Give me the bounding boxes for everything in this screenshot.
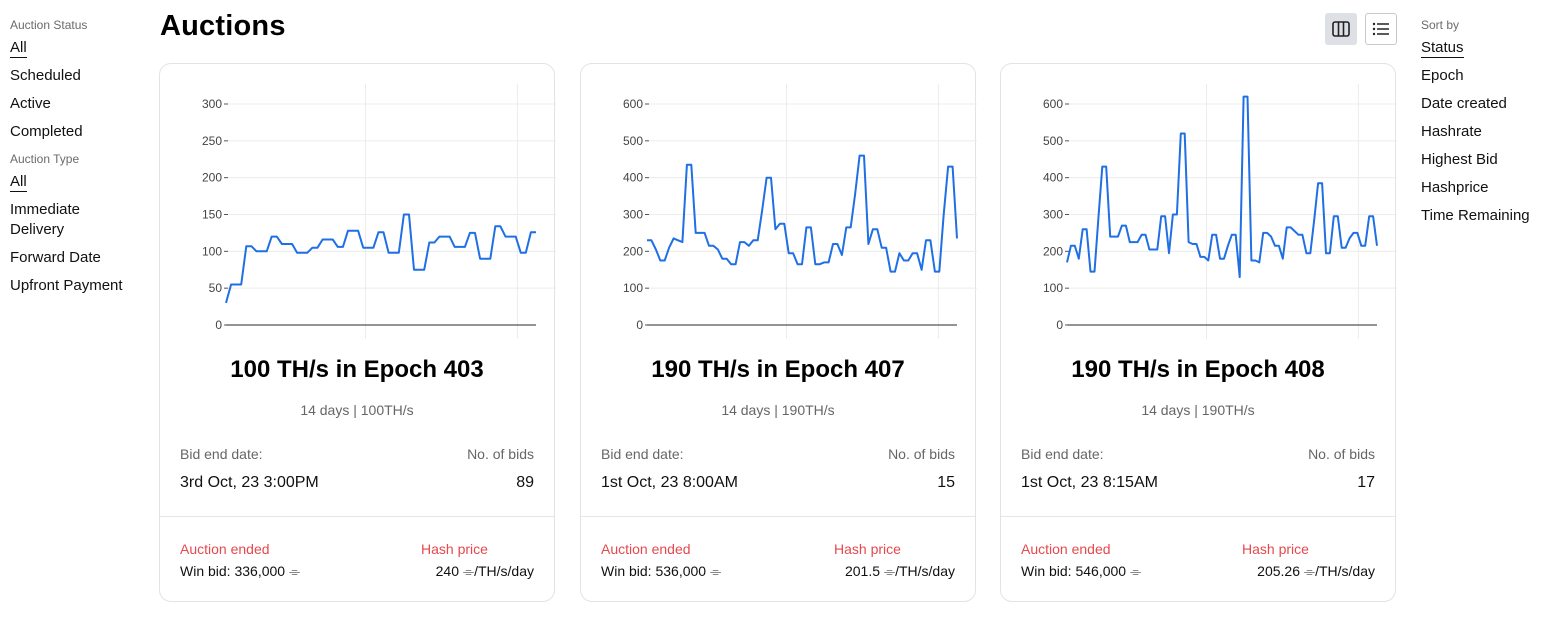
sort-highest-bid[interactable]: Highest Bid <box>1421 151 1498 168</box>
chart-y-tick: 500 <box>1043 134 1063 148</box>
chart-y-tick: 400 <box>1043 171 1063 185</box>
auction-card[interactable]: 0 100 200 300 400 500 600 190 TH/s in Epoch 40… <box>580 63 977 602</box>
card-divider <box>160 516 554 517</box>
auction-subtitle: 14 days | 100TH/s <box>300 402 414 418</box>
chart-y-tick: 300 <box>1043 208 1063 222</box>
chart-y-tick: 150 <box>202 208 222 222</box>
sort-hashprice[interactable]: Hashprice <box>1421 179 1489 196</box>
num-bids-label: No. of bids <box>1308 446 1375 462</box>
chart-y-tick: 100 <box>623 281 643 295</box>
hash-price-value: 205.26 ⌯/TH/s/day <box>1257 563 1375 579</box>
chart-y-tick: 0 <box>215 318 222 332</box>
chart-y-tick: 400 <box>623 171 643 185</box>
chart-y-tick: 0 <box>1056 318 1063 332</box>
chart-series-line <box>647 154 958 273</box>
num-bids-label: No. of bids <box>467 446 534 462</box>
type-filter-immediate-delivery[interactable]: Immediate Delivery <box>10 201 81 238</box>
sort-date-created[interactable]: Date created <box>1421 95 1507 112</box>
auction-card[interactable]: 0 50 100 150 200 250 300 100 TH/s in Epoch 403… <box>159 63 556 602</box>
list-view-button[interactable] <box>1365 13 1397 45</box>
hashprice-chart: 0 100 200 300 400 500 600 <box>1043 84 1397 339</box>
chart-y-tick: 300 <box>623 208 643 222</box>
chart-series-line <box>225 213 536 304</box>
hash-price-value: 201.5 ⌯/TH/s/day <box>844 563 955 579</box>
hash-price-label: Hash price <box>834 541 901 557</box>
bid-end-label: Bid end date: <box>601 446 684 462</box>
chart-y-tick: 200 <box>623 244 643 258</box>
status-filter-all[interactable]: All <box>10 39 27 58</box>
chart-y-tick: 100 <box>1043 281 1063 295</box>
win-bid: Win bid: 536,000 ⌯ <box>601 563 722 579</box>
type-filter-upfront-payment[interactable]: Upfront Payment <box>10 277 123 294</box>
sort-panel: Sort by Status Epoch Date created Hashra… <box>1421 18 1546 234</box>
status-filter-completed[interactable]: Completed <box>10 123 83 140</box>
sort-time-remaining[interactable]: Time Remaining <box>1421 207 1530 224</box>
list-icon <box>1372 22 1389 36</box>
chart-y-tick: 50 <box>209 281 223 295</box>
auction-subtitle: 14 days | 190TH/s <box>721 402 835 418</box>
auction-status: Auction ended <box>601 541 691 557</box>
num-bids-value: 89 <box>516 474 534 491</box>
bid-end-label: Bid end date: <box>180 446 263 462</box>
bid-end-label: Bid end date: <box>1021 446 1104 462</box>
card-divider <box>581 516 975 517</box>
auction-type-title: Auction Type <box>10 152 80 166</box>
num-bids-label: No. of bids <box>888 446 955 462</box>
card-divider <box>1001 516 1395 517</box>
type-filter-forward-date[interactable]: Forward Date <box>10 249 101 266</box>
filters-sidebar: Auction Status All Scheduled Active Comp… <box>10 18 150 304</box>
hashprice-chart: 0 100 200 300 400 500 600 <box>623 84 977 339</box>
auction-title: 190 TH/s in Epoch 407 <box>651 356 905 383</box>
hash-price-value: 240 ⌯/TH/s/day <box>435 563 534 579</box>
sort-epoch[interactable]: Epoch <box>1421 67 1464 84</box>
chart-series-line <box>1066 95 1378 279</box>
status-filter-scheduled[interactable]: Scheduled <box>10 67 81 84</box>
win-bid: Win bid: 336,000 ⌯ <box>180 563 301 579</box>
hashprice-chart: 0 50 100 150 200 250 300 <box>202 84 556 339</box>
auction-status: Auction ended <box>1021 541 1111 557</box>
chart-y-tick: 200 <box>202 171 222 185</box>
win-bid: Win bid: 546,000 ⌯ <box>1021 563 1142 579</box>
chart-y-tick: 600 <box>1043 97 1063 111</box>
chart-y-tick: 300 <box>202 97 222 111</box>
hash-price-label: Hash price <box>1242 541 1309 557</box>
bid-end-date: 3rd Oct, 23 3:00PM <box>180 474 319 491</box>
type-filter-all[interactable]: All <box>10 173 27 192</box>
sort-hashrate[interactable]: Hashrate <box>1421 123 1482 140</box>
num-bids-value: 17 <box>1357 474 1375 491</box>
grid-view-button[interactable] <box>1325 13 1357 45</box>
num-bids-value: 15 <box>937 474 955 491</box>
sort-status[interactable]: Status <box>1421 39 1464 58</box>
auction-subtitle: 14 days | 190TH/s <box>1141 402 1255 418</box>
chart-y-tick: 0 <box>636 318 643 332</box>
bid-end-date: 1st Oct, 23 8:15AM <box>1021 474 1158 491</box>
chart-y-tick: 100 <box>202 244 222 258</box>
page-title: Auctions <box>160 10 286 42</box>
status-filter-active[interactable]: Active <box>10 95 51 112</box>
chart-y-tick: 600 <box>623 97 643 111</box>
auction-title: 190 TH/s in Epoch 408 <box>1071 356 1325 383</box>
columns-icon <box>1332 21 1350 37</box>
bid-end-date: 1st Oct, 23 8:00AM <box>601 474 738 491</box>
sort-title: Sort by <box>1421 18 1460 32</box>
hash-price-label: Hash price <box>421 541 488 557</box>
chart-y-tick: 500 <box>623 134 643 148</box>
chart-y-tick: 200 <box>1043 244 1063 258</box>
auction-card[interactable]: 0 100 200 300 400 500 600 190 TH/s in Epoch 40… <box>1000 63 1397 602</box>
auction-title: 100 TH/s in Epoch 403 <box>230 356 484 383</box>
auction-status-title: Auction Status <box>10 18 88 32</box>
chart-y-tick: 250 <box>202 134 222 148</box>
auction-status: Auction ended <box>180 541 270 557</box>
